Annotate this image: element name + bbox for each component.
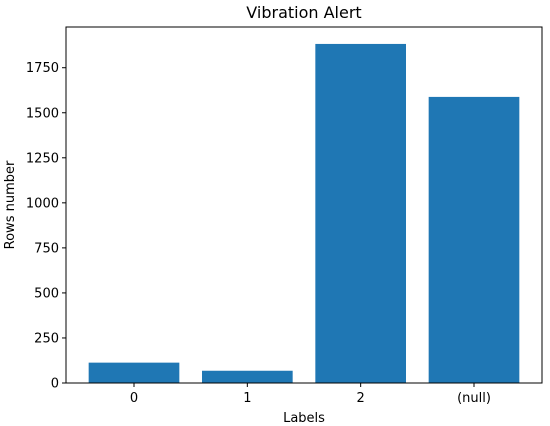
- y-tick-label: 1250: [26, 151, 59, 166]
- y-tick-label: 1500: [26, 106, 59, 121]
- y-axis: 0 250 500 750 1000 1250 1500 1750: [26, 61, 66, 392]
- bar-2: [315, 43, 406, 384]
- bars-group: [88, 43, 520, 384]
- x-tick-label: 1: [243, 391, 251, 406]
- bar-3: [428, 96, 520, 383]
- y-tick-label: 1000: [26, 196, 59, 211]
- x-tick-label: 0: [130, 391, 138, 406]
- y-tick-label: 250: [34, 331, 59, 346]
- plot-frame: [65, 26, 543, 384]
- y-axis-label: Rows number: [3, 160, 18, 249]
- y-tick-label: 500: [34, 286, 59, 301]
- y-tick-label: 750: [34, 241, 59, 256]
- y-tick-label: 1750: [26, 61, 59, 76]
- x-axis-label: Labels: [283, 411, 325, 426]
- x-tick-label: 2: [357, 391, 365, 406]
- x-axis: 0 1 2 (null): [130, 383, 491, 406]
- y-tick-label: 0: [51, 377, 59, 392]
- chart-title: Vibration Alert: [246, 3, 361, 22]
- bar-0: [88, 362, 180, 383]
- bar-1: [202, 370, 293, 383]
- x-tick-label: (null): [457, 391, 491, 406]
